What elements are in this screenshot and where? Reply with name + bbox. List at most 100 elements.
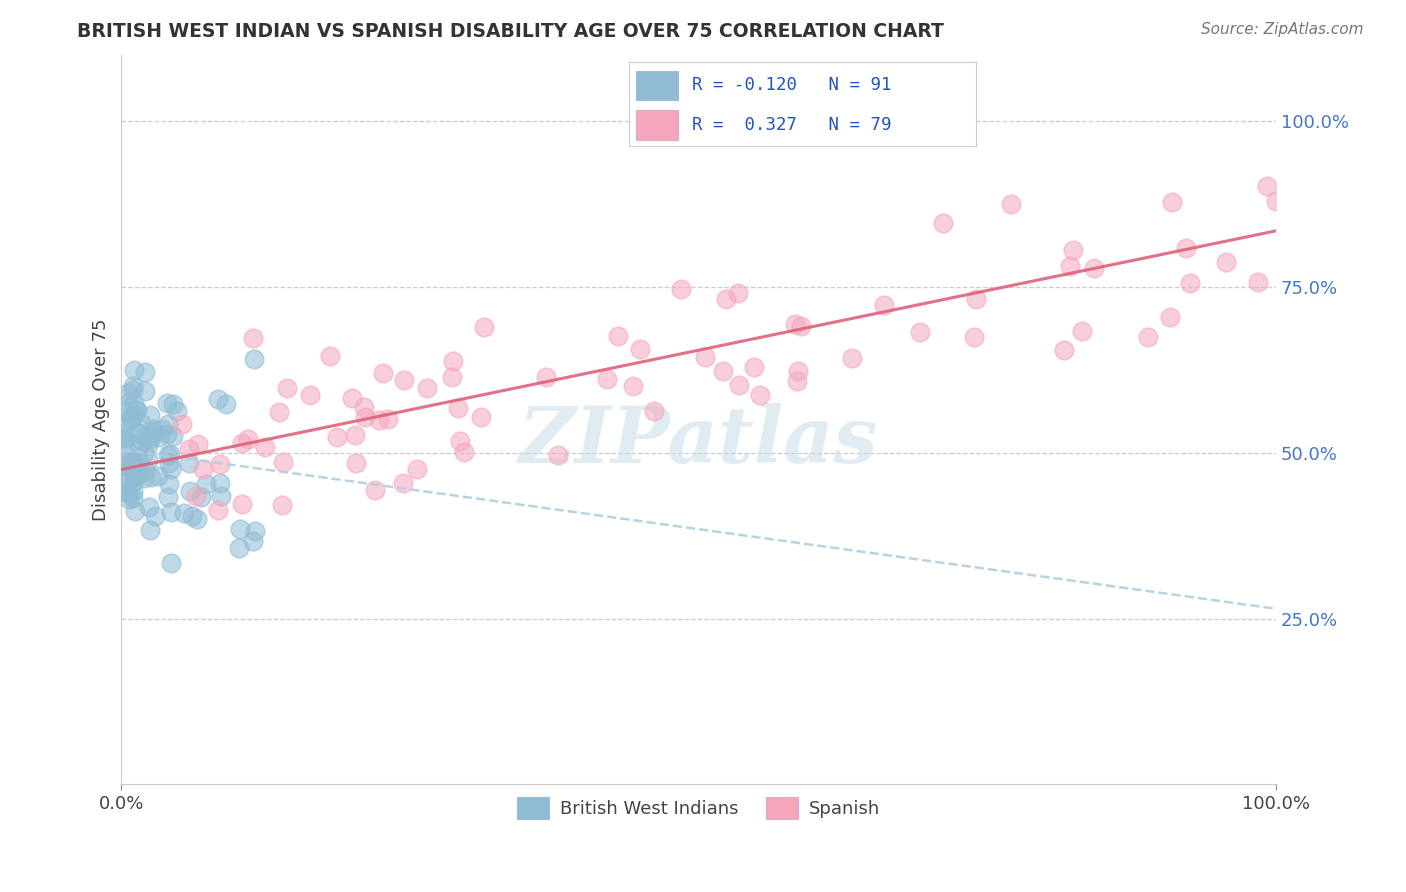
Point: [271, 454, 294, 468]
Point: [343, 428, 366, 442]
Point: [319, 349, 342, 363]
Point: [187, 437, 209, 451]
Point: [962, 330, 984, 344]
Point: [873, 297, 896, 311]
Point: [231, 497, 253, 511]
Point: [157, 417, 180, 431]
Point: [121, 379, 143, 393]
Y-axis label: Disability Age Over 75: Disability Age Over 75: [93, 318, 110, 521]
Point: [162, 397, 184, 411]
Point: [441, 369, 464, 384]
Point: [160, 556, 183, 570]
Point: [142, 422, 165, 436]
Point: [714, 293, 737, 307]
Point: [127, 466, 149, 480]
Point: [122, 455, 145, 469]
Point: [138, 500, 160, 514]
Point: [173, 506, 195, 520]
Point: [124, 467, 146, 482]
Point: [415, 382, 437, 396]
Point: [231, 436, 253, 450]
Point: [122, 363, 145, 377]
Point: [711, 364, 734, 378]
Point: [1137, 330, 1160, 344]
Point: [156, 427, 179, 442]
Point: [131, 434, 153, 448]
Point: [242, 331, 264, 345]
Point: [1070, 324, 1092, 338]
Point: [932, 216, 955, 230]
Point: [117, 485, 139, 500]
Point: [157, 477, 180, 491]
Point: [207, 503, 229, 517]
Point: [112, 418, 135, 433]
Point: [447, 401, 470, 415]
Point: [326, 430, 349, 444]
Point: [127, 426, 149, 441]
Point: [136, 453, 159, 467]
Point: [787, 364, 810, 378]
Point: [162, 429, 184, 443]
Point: [120, 452, 142, 467]
Point: [1059, 259, 1081, 273]
Point: [1247, 275, 1270, 289]
Point: [371, 366, 394, 380]
Point: [156, 396, 179, 410]
Point: [170, 417, 193, 431]
Point: [271, 499, 294, 513]
Point: [1159, 310, 1181, 325]
Point: [148, 469, 170, 483]
Point: [180, 508, 202, 523]
Point: [441, 353, 464, 368]
Point: [215, 397, 238, 411]
Point: [242, 534, 264, 549]
Point: [139, 432, 162, 446]
Point: [134, 464, 156, 478]
Point: [125, 403, 148, 417]
Point: [125, 467, 148, 482]
Point: [1062, 243, 1084, 257]
Point: [134, 384, 156, 398]
Point: [115, 441, 138, 455]
Point: [112, 459, 135, 474]
Point: [786, 374, 808, 388]
Point: [1160, 195, 1182, 210]
Point: [139, 408, 162, 422]
Point: [115, 477, 138, 491]
Point: [783, 317, 806, 331]
Point: [243, 352, 266, 367]
Point: [453, 444, 475, 458]
Point: [117, 385, 139, 400]
Point: [621, 379, 644, 393]
Point: [364, 483, 387, 497]
Point: [159, 461, 181, 475]
Point: [628, 343, 651, 357]
Point: [177, 456, 200, 470]
Point: [150, 422, 173, 436]
Text: ZIPatlas: ZIPatlas: [519, 403, 879, 480]
Point: [122, 383, 145, 397]
Point: [124, 468, 146, 483]
Point: [727, 286, 749, 301]
Point: [727, 377, 749, 392]
Point: [122, 396, 145, 410]
Point: [965, 292, 987, 306]
Point: [186, 512, 208, 526]
Legend: British West Indians, Spanish: British West Indians, Spanish: [510, 790, 887, 827]
Point: [120, 412, 142, 426]
Point: [236, 432, 259, 446]
Point: [134, 445, 156, 459]
Point: [254, 440, 277, 454]
Point: [208, 476, 231, 491]
Point: [124, 504, 146, 518]
Point: [166, 404, 188, 418]
Point: [115, 458, 138, 473]
Point: [194, 476, 217, 491]
Point: [112, 426, 135, 441]
Point: [392, 475, 415, 490]
Point: [143, 509, 166, 524]
Point: [121, 485, 143, 500]
Point: [536, 369, 558, 384]
Point: [209, 457, 232, 471]
Point: [159, 447, 181, 461]
